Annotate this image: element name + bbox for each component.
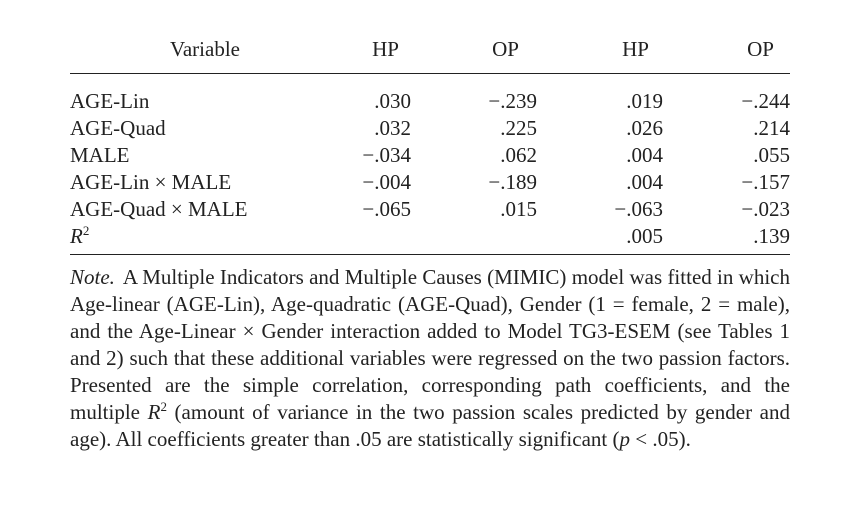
cell-op-2: −.244 — [741, 89, 790, 113]
note-label: Note. — [70, 265, 115, 289]
table-row-r-squared: R2 .005 .139 — [70, 223, 790, 255]
table-row: AGE-Lin × MALE −.004 −.189 .004 −.157 — [70, 169, 790, 196]
cell-variable: AGE-Quad — [70, 116, 166, 140]
note-r-letter: R — [147, 400, 161, 424]
note-text-part3: < .05). — [630, 427, 691, 451]
table-row: MALE −.034 .062 .004 .055 — [70, 142, 790, 169]
cell-hp-1: −.065 — [362, 197, 411, 221]
cell-variable: AGE-Quad × MALE — [70, 197, 248, 221]
cell-hp-2: .026 — [626, 116, 663, 140]
header-variable: Variable — [170, 37, 240, 61]
r-letter: R — [70, 224, 83, 248]
cell-op-2: −.023 — [741, 197, 790, 221]
cell-hp-1: −.034 — [362, 143, 411, 167]
cell-op-2: .055 — [753, 143, 790, 167]
cell-op-2: −.157 — [741, 170, 790, 194]
cell-op-1: −.189 — [488, 170, 537, 194]
cell-hp-2: .019 — [626, 89, 663, 113]
cell-op-2: .139 — [753, 224, 790, 248]
results-table-container: Variable HP OP HP OP AGE-Lin .030 −.239 … — [70, 30, 790, 255]
results-table: Variable HP OP HP OP AGE-Lin .030 −.239 … — [70, 30, 790, 255]
cell-variable-r-squared: R2 — [70, 223, 340, 255]
header-op-2: OP — [747, 37, 774, 61]
table-note: Note. A Multiple Indicators and Multiple … — [70, 264, 790, 453]
r-superscript: 2 — [82, 223, 90, 238]
table-header-row: Variable HP OP HP OP — [70, 30, 790, 74]
table-row: AGE-Quad .032 .225 .026 .214 — [70, 115, 790, 142]
table-row: AGE-Quad × MALE −.065 .015 −.063 −.023 — [70, 196, 790, 223]
cell-hp-2: .004 — [626, 143, 663, 167]
cell-op-1: −.239 — [488, 89, 537, 113]
cell-op-1 — [411, 223, 537, 255]
cell-hp-1: .032 — [374, 116, 411, 140]
note-p-letter: p — [619, 427, 631, 451]
cell-op-2: .214 — [753, 116, 790, 140]
note-r-superscript: 2 — [160, 399, 167, 414]
note-text-part1: A Multiple Indicators and Multiple Cause… — [70, 265, 790, 424]
cell-hp-1: −.004 — [362, 170, 411, 194]
cell-hp-2: .004 — [626, 170, 663, 194]
cell-variable: AGE-Lin — [70, 89, 150, 113]
table-row: AGE-Lin .030 −.239 .019 −.244 — [70, 74, 790, 116]
note-text-part2: (amount of variance in the two passion s… — [70, 400, 790, 451]
cell-op-1: .062 — [500, 143, 537, 167]
cell-hp-2: .005 — [626, 224, 663, 248]
cell-variable: MALE — [70, 143, 130, 167]
cell-hp-1 — [340, 223, 411, 255]
cell-hp-2: −.063 — [614, 197, 663, 221]
header-hp-1: HP — [372, 37, 399, 61]
header-op-1: OP — [492, 37, 519, 61]
cell-op-1: .225 — [500, 116, 537, 140]
cell-op-1: .015 — [500, 197, 537, 221]
header-hp-2: HP — [622, 37, 649, 61]
cell-variable: AGE-Lin × MALE — [70, 170, 232, 194]
cell-hp-1: .030 — [374, 89, 411, 113]
